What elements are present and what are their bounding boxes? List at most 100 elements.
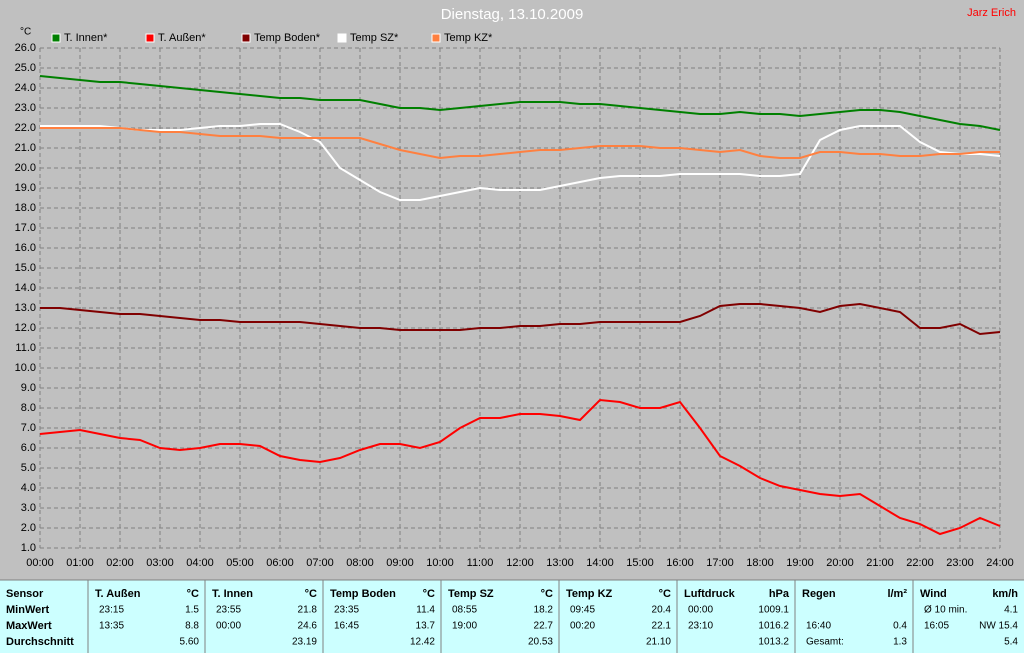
- series-line: [39, 398, 1001, 536]
- cell-time: 16:45: [334, 621, 359, 632]
- y-tick-label: 18.0: [15, 202, 36, 214]
- row-label: Durchschnitt: [6, 636, 74, 648]
- y-tick-label: 15.0: [15, 262, 36, 274]
- cell-time: 23:10: [688, 621, 713, 632]
- cell-value: 8.8: [185, 621, 199, 632]
- legend-swatch: [241, 33, 251, 43]
- cell-value: 4.1: [1004, 605, 1018, 616]
- y-tick-label: 17.0: [15, 222, 36, 234]
- cell-time: Gesamt:: [806, 637, 844, 648]
- x-tick-label: 18:00: [746, 557, 774, 569]
- x-tick-label: 02:00: [106, 557, 134, 569]
- x-tick-label: 06:00: [266, 557, 294, 569]
- column-unit: °C: [187, 588, 199, 600]
- cell-time: 16:05: [924, 621, 949, 632]
- series-line: [39, 75, 1001, 131]
- column-unit: l/m²: [887, 588, 907, 600]
- x-tick-label: 24:00: [986, 557, 1014, 569]
- cell-value: 20.53: [528, 637, 553, 648]
- y-tick-label: 23.0: [15, 102, 36, 114]
- x-tick-label: 03:00: [146, 557, 174, 569]
- legend-swatch: [431, 33, 441, 43]
- y-tick-label: 1.0: [21, 542, 36, 554]
- legend-swatch: [337, 33, 347, 43]
- table-header: Sensor: [6, 588, 44, 600]
- y-tick-label: 19.0: [15, 182, 36, 194]
- column-header: T. Innen: [212, 588, 253, 600]
- x-tick-label: 01:00: [66, 557, 94, 569]
- cell-value: 5.4: [1004, 637, 1018, 648]
- x-tick-label: 09:00: [386, 557, 414, 569]
- y-tick-label: 24.0: [15, 82, 36, 94]
- column-header: Wind: [920, 588, 947, 600]
- x-tick-label: 00:00: [26, 557, 54, 569]
- x-tick-label: 16:00: [666, 557, 694, 569]
- column-unit: °C: [305, 588, 317, 600]
- y-tick-label: 20.0: [15, 162, 36, 174]
- column-unit: °C: [659, 588, 671, 600]
- y-tick-label: 12.0: [15, 322, 36, 334]
- y-tick-label: 10.0: [15, 362, 36, 374]
- x-tick-label: 20:00: [826, 557, 854, 569]
- y-axis-label: °C: [20, 27, 31, 38]
- row-label: MaxWert: [6, 620, 52, 632]
- cell-value: 13.7: [416, 621, 436, 632]
- legend-swatch: [51, 33, 61, 43]
- legend-label: Temp SZ*: [350, 32, 399, 44]
- cell-time: 16:40: [806, 621, 831, 632]
- y-tick-label: 22.0: [15, 122, 36, 134]
- cell-time: 19:00: [452, 621, 477, 632]
- column-header: Temp SZ: [448, 588, 494, 600]
- cell-time: 13:35: [99, 621, 124, 632]
- x-tick-label: 22:00: [906, 557, 934, 569]
- cell-value: 5.60: [180, 637, 200, 648]
- cell-value: 1.5: [185, 605, 199, 616]
- cell-value: 11.4: [416, 605, 435, 616]
- cell-time: 00:00: [216, 621, 241, 632]
- series-line: [40, 123, 1001, 201]
- x-tick-label: 15:00: [626, 557, 654, 569]
- x-tick-label: 14:00: [586, 557, 614, 569]
- y-tick-label: 21.0: [15, 142, 36, 154]
- cell-time: 09:45: [570, 605, 595, 616]
- chart-title: Dienstag, 13.10.2009: [441, 6, 584, 23]
- cell-value: 12.42: [410, 637, 435, 648]
- series-line: [40, 302, 1001, 336]
- y-tick-label: 6.0: [21, 442, 36, 454]
- cell-value: 0.4: [893, 621, 907, 632]
- cell-time: 08:55: [452, 605, 477, 616]
- legend-label: T. Innen*: [64, 32, 108, 44]
- y-tick-label: 9.0: [21, 382, 36, 394]
- x-tick-label: 13:00: [546, 557, 574, 569]
- cell-value: 1013.2: [758, 637, 789, 648]
- y-tick-label: 4.0: [21, 482, 36, 494]
- y-tick-label: 3.0: [21, 502, 36, 514]
- cell-value: 23.19: [292, 637, 317, 648]
- column-header: Regen: [802, 588, 836, 600]
- x-tick-label: 08:00: [346, 557, 374, 569]
- y-tick-label: 16.0: [15, 242, 36, 254]
- x-tick-label: 23:00: [946, 557, 974, 569]
- y-tick-label: 7.0: [21, 422, 36, 434]
- x-tick-label: 11:00: [467, 557, 494, 569]
- x-tick-label: 05:00: [226, 557, 254, 569]
- cell-time: 00:20: [570, 621, 595, 632]
- cell-value: 24.6: [298, 621, 318, 632]
- x-tick-label: 12:00: [506, 557, 534, 569]
- column-header: T. Außen: [95, 588, 141, 600]
- author: Jarz Erich: [967, 7, 1016, 19]
- cell-value: 20.4: [652, 605, 672, 616]
- y-tick-label: 14.0: [15, 282, 36, 294]
- cell-time: 00:00: [688, 605, 713, 616]
- legend-swatch: [145, 33, 155, 43]
- x-tick-label: 21:00: [866, 557, 894, 569]
- column-unit: °C: [423, 588, 435, 600]
- legend-label: T. Außen*: [158, 32, 206, 44]
- y-tick-label: 5.0: [21, 462, 36, 474]
- series-line: [40, 127, 1000, 160]
- x-tick-label: 04:00: [186, 557, 214, 569]
- y-tick-label: 2.0: [21, 522, 36, 534]
- cell-time: 23:15: [99, 605, 124, 616]
